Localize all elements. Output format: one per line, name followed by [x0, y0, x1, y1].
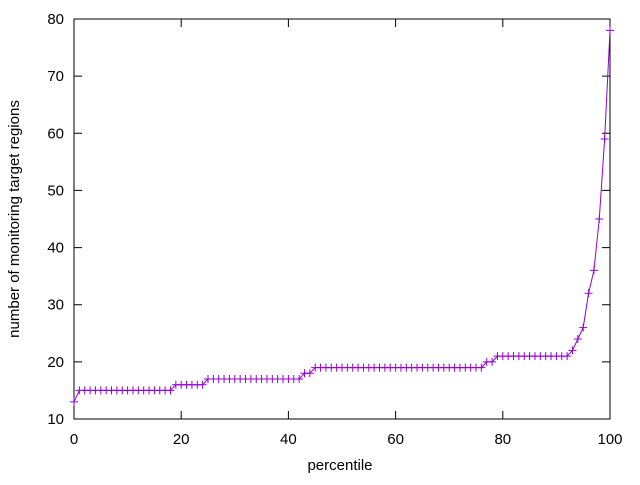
y-tick-label: 40 [47, 240, 64, 257]
data-point [584, 289, 593, 298]
data-point [573, 335, 582, 343]
x-tick-label: 100 [597, 431, 622, 448]
data-point [568, 346, 577, 355]
y-tick-label: 10 [47, 411, 64, 428]
y-tick-label: 70 [47, 68, 64, 85]
y-axis-label: number of monitoring target regions [6, 100, 23, 338]
data-line [73, 30, 611, 403]
data-point [295, 375, 304, 383]
data-point [198, 380, 207, 389]
data-point [166, 386, 175, 395]
y-tick-label: 60 [47, 125, 64, 142]
data-point [70, 397, 78, 406]
plot-border [73, 18, 611, 420]
y-tick-label: 80 [47, 11, 64, 28]
data-point [305, 369, 314, 378]
y-tick-label: 20 [47, 354, 64, 371]
data-point [563, 352, 572, 361]
x-tick-label: 0 [70, 431, 78, 448]
y-tick-label: 30 [47, 297, 64, 314]
data-point [589, 266, 598, 275]
data-point [595, 215, 604, 223]
data-point [477, 363, 486, 372]
x-tick-label: 20 [173, 431, 190, 448]
data-point [488, 357, 497, 366]
x-tick-label: 40 [280, 431, 297, 448]
x-tick-label: 80 [494, 431, 511, 448]
data-point [600, 135, 609, 143]
data-point [579, 323, 588, 332]
y-tick-label: 50 [47, 182, 64, 199]
x-tick-label: 60 [387, 431, 404, 448]
data-point [606, 26, 614, 35]
x-axis-label: percentile [307, 457, 372, 474]
